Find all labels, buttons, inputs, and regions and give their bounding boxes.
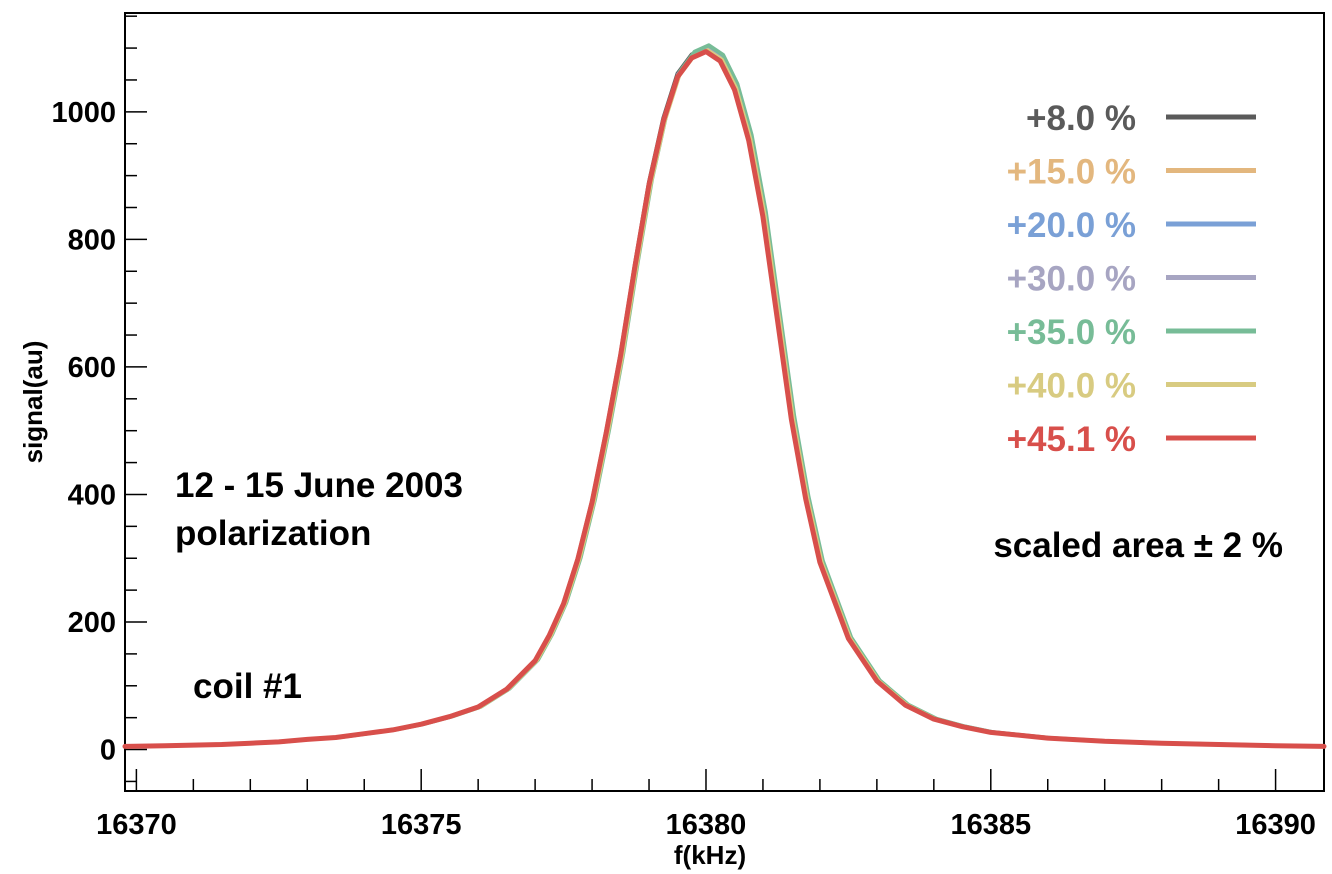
legend-label: +45.1 % (1007, 420, 1136, 459)
legend-label: +20.0 % (1007, 206, 1136, 245)
legend-label: +40.0 % (1007, 367, 1136, 406)
x-tick-label: 16390 (1235, 809, 1316, 841)
legend-label: +8.0 % (1026, 99, 1136, 138)
polarization-annotation: polarization (175, 514, 371, 553)
legend: +8.0 % +15.0 % +20.0 % +30.0 % +35.0 % +40.0 … (1007, 99, 1256, 459)
y-tick-label: 200 (68, 607, 116, 639)
scaled-area-annotation: scaled area ± 2 % (993, 526, 1283, 565)
x-tick-labels: 16370 16375 16380 16385 16390 (96, 809, 1316, 841)
x-tick-label: 16375 (381, 809, 462, 841)
x-tick-label: 16370 (96, 809, 177, 841)
y-tick-label: 1000 (51, 97, 116, 129)
y-tick-label: 800 (68, 224, 116, 256)
coil-annotation: coil #1 (193, 667, 302, 706)
y-tick-label: 600 (68, 352, 116, 384)
y-tick-labels: 0 200 400 600 800 1000 (51, 97, 116, 767)
series-lines (122, 43, 1327, 749)
y-tick-label: 400 (68, 479, 116, 511)
legend-label: +35.0 % (1007, 313, 1136, 352)
series-line (124, 47, 1326, 749)
y-axis-label: signal(au) (18, 341, 48, 464)
series-line (125, 43, 1326, 749)
series-line (122, 49, 1327, 749)
legend-label: +30.0 % (1007, 260, 1136, 299)
series-line (124, 48, 1326, 749)
series-line (123, 46, 1326, 749)
x-tick-label: 16385 (950, 809, 1031, 841)
series-line (125, 44, 1326, 749)
x-axis-label: f(kHz) (674, 840, 746, 870)
series-line (123, 46, 1326, 749)
y-tick-label: 0 (100, 735, 116, 767)
legend-label: +15.0 % (1007, 153, 1136, 192)
plot-frame (124, 12, 1325, 792)
x-tick-label: 16380 (666, 809, 747, 841)
axis-ticks (125, 15, 1277, 791)
date-annotation: 12 - 15 June 2003 (175, 466, 463, 505)
